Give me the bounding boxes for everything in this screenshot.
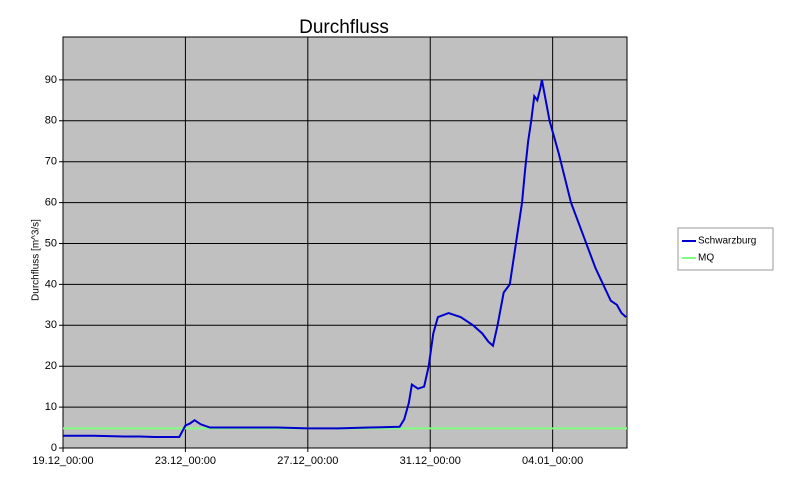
line-series xyxy=(63,79,627,438)
legend-label: MQ xyxy=(698,253,714,264)
x-tick-label: 19.12_00:00 xyxy=(32,455,93,467)
y-tick-label: 0 xyxy=(51,442,57,454)
y-tick-label: 20 xyxy=(45,360,57,372)
y-tick-label: 10 xyxy=(45,401,57,413)
y-tick-label: 80 xyxy=(45,115,57,127)
y-axis-label: Durchfluss [m^3/s] xyxy=(31,219,42,301)
y-tick-label: 60 xyxy=(45,197,57,209)
plot-area xyxy=(62,36,628,449)
y-tick-label: 30 xyxy=(45,319,57,331)
y-tick-label: 50 xyxy=(45,237,57,249)
x-tick-label: 27.12_00:00 xyxy=(277,455,338,467)
chart-title: Durchfluss xyxy=(299,17,389,38)
y-tick-label: 40 xyxy=(45,278,57,290)
y-tick-label: 70 xyxy=(45,156,57,168)
legend-box xyxy=(677,227,774,271)
x-tick-label: 31.12_00:00 xyxy=(400,455,461,467)
legend-label: Schwarzburg xyxy=(698,236,756,247)
x-tick-label: 23.12_00:00 xyxy=(155,455,216,467)
x-tick-label: 04.01_00:00 xyxy=(522,455,583,467)
y-tick-label: 90 xyxy=(45,74,57,86)
